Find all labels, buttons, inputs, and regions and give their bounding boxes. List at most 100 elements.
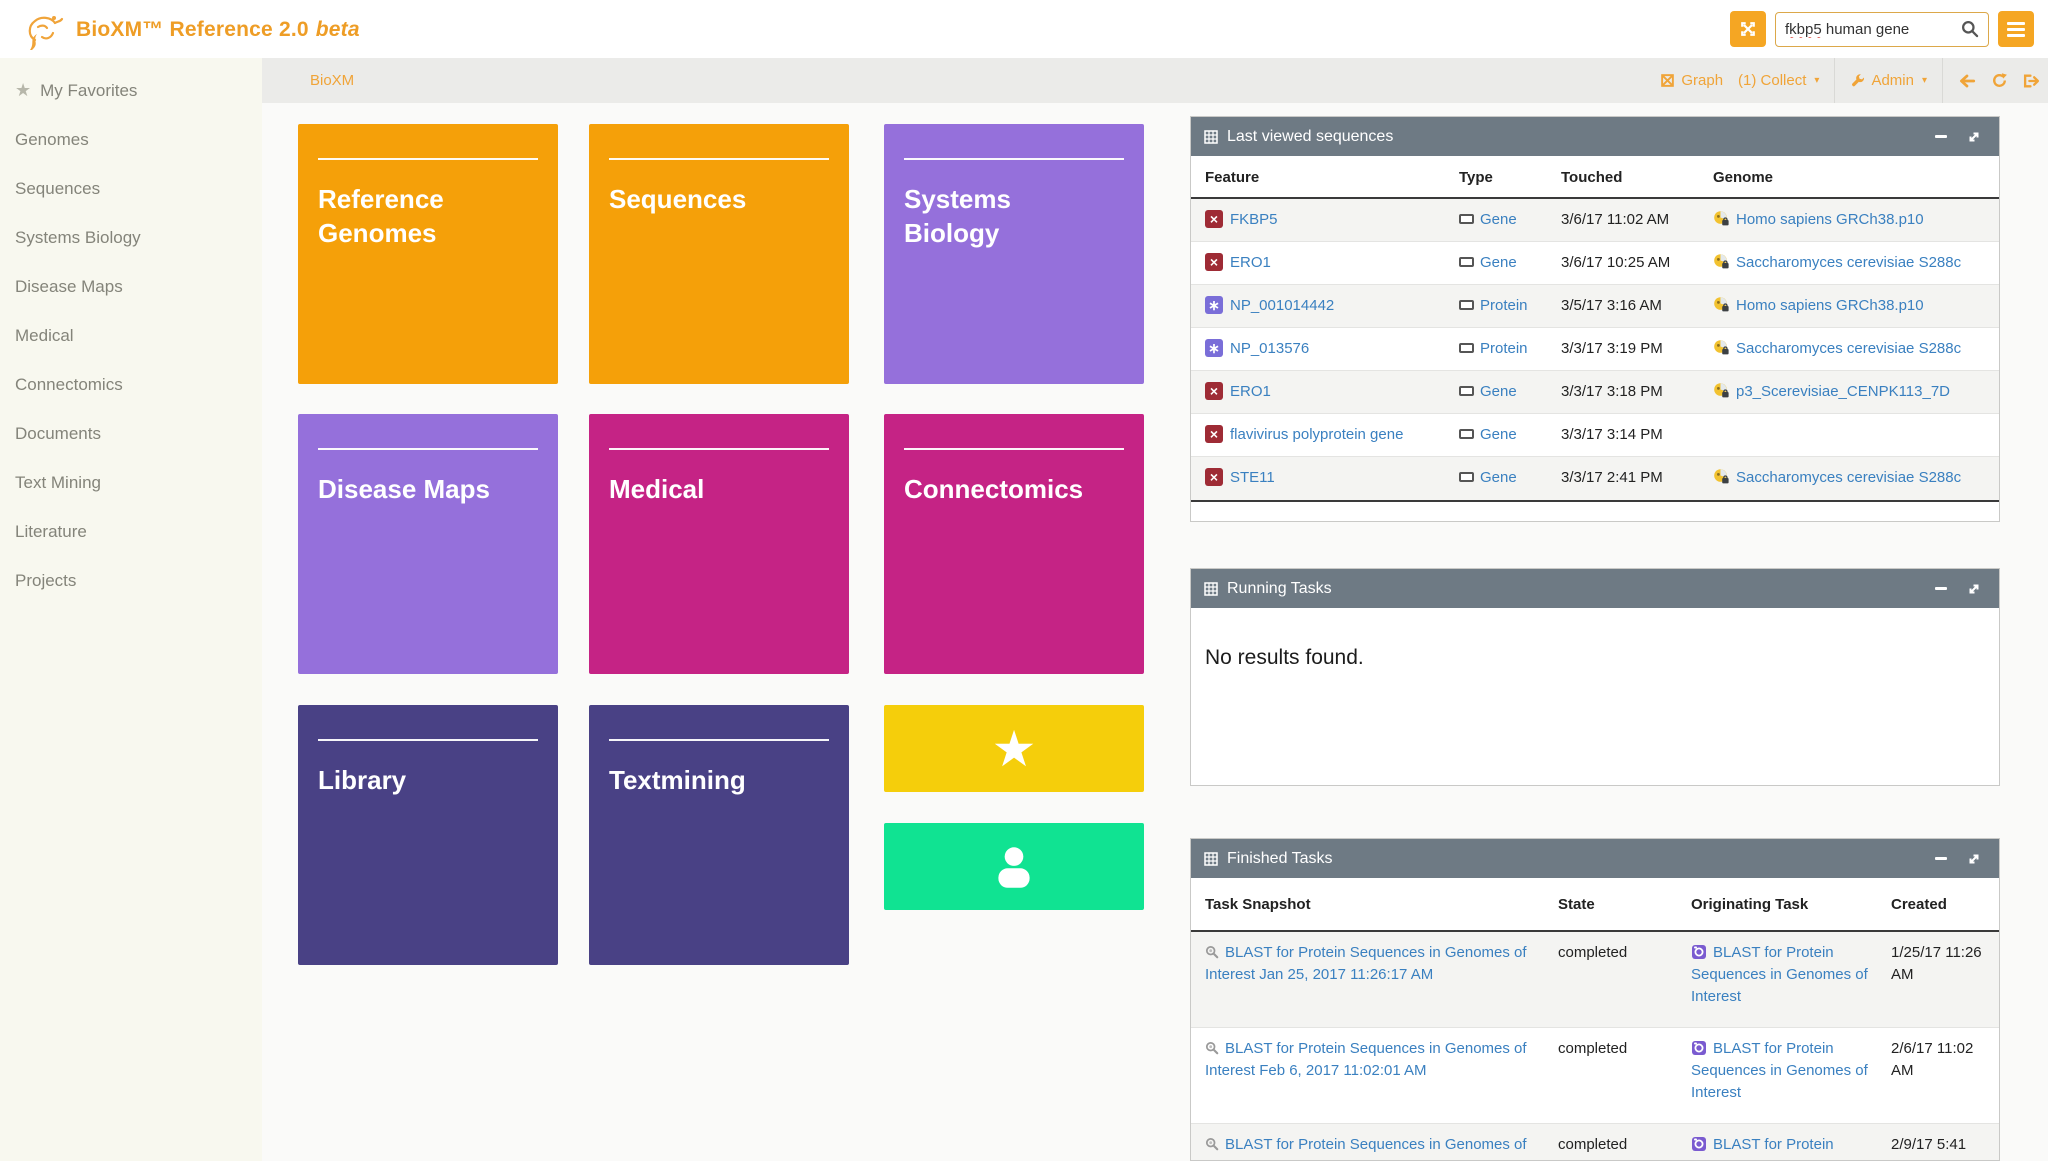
type-link[interactable]: Protein [1480,297,1528,314]
genome-link[interactable]: p3_Scerevisiae_CENPK113_7D [1736,383,1951,400]
feature-link[interactable]: NP_013576 [1230,340,1310,357]
graph-button[interactable]: Graph [1660,72,1723,89]
tile-connectomics[interactable]: Connectomics [884,414,1144,674]
task-snapshot-icon [1205,1137,1219,1150]
task-snapshot-link[interactable]: BLAST for Protein Sequences in Genomes o… [1205,1040,1527,1079]
sidebar-item-genomes[interactable]: Genomes [0,115,262,164]
minimize-button[interactable] [1929,577,1953,601]
sidebar-item-projects[interactable]: Projects [0,556,262,605]
column-header-genome[interactable]: Genome [1713,169,1774,186]
expand-panel-button[interactable] [1962,577,1986,601]
genome-link[interactable]: Homo sapiens GRCh38.p10 [1736,297,1924,314]
panel-header: Last viewed sequences [1191,117,1999,156]
genome-link[interactable]: Saccharomyces cerevisiae S288c [1736,254,1962,271]
tile-library[interactable]: Library [298,705,558,965]
sidebar-item-my-favorites[interactable]: ★ My Favorites [0,66,262,115]
column-header-origin[interactable]: Originating Task [1691,896,1809,913]
search-input[interactable]: fkbp5 human gene [1775,11,1989,47]
expand-panel-button[interactable] [1962,847,1986,871]
admin-label: Admin [1871,72,1914,89]
logout-button[interactable] [2023,73,2040,89]
expand-panel-button[interactable] [1962,125,1986,149]
panel-title: Running Tasks [1227,579,1332,597]
tile-sequences[interactable]: Sequences [589,124,849,384]
breadcrumb[interactable]: BioXM [310,72,355,89]
sidebar-item-disease-maps[interactable]: Disease Maps [0,262,262,311]
fullscreen-button[interactable] [1730,11,1766,47]
task-state: completed [1558,1136,1628,1153]
originating-task-link[interactable]: BLAST for Protein Sequences in Genomes o… [1691,944,1868,1005]
minus-icon [1935,587,1947,590]
genome-link[interactable]: Homo sapiens GRCh38.p10 [1736,211,1924,228]
tile-reference-genomes[interactable]: Reference Genomes [298,124,558,384]
tile-divider [904,448,1124,450]
collect-dropdown[interactable]: (1) Collect ▾ [1738,72,1819,89]
sidebar-item-connectomics[interactable]: Connectomics [0,360,262,409]
tile-textmining[interactable]: Textmining [589,705,849,965]
star-icon: ★ [991,720,1037,777]
sidebar-item-sequences[interactable]: Sequences [0,164,262,213]
sequence-type-icon [1459,299,1474,310]
column-header-type[interactable]: Type [1459,169,1493,186]
type-link[interactable]: Gene [1480,383,1517,400]
sidebar-item-text-mining[interactable]: Text Mining [0,458,262,507]
feature-link[interactable]: STE11 [1230,469,1275,486]
originating-task-link[interactable]: BLAST for Protein Sequences in Genomes o… [1691,1040,1868,1101]
genome-icon [1714,383,1729,398]
originating-task-icon [1692,1040,1706,1055]
type-link[interactable]: Gene [1480,211,1517,228]
tile-divider [609,739,829,741]
tile-divider [318,739,538,741]
column-header-feature[interactable]: Feature [1205,169,1260,186]
sidebar-item-documents[interactable]: Documents [0,409,262,458]
type-link[interactable]: Gene [1480,426,1517,443]
tile-divider [609,158,829,160]
task-snapshot-link[interactable]: BLAST for Protein Sequences in Genomes o… [1205,1136,1527,1160]
toolbar: Graph (1) Collect ▾ Admin ▾ [1660,58,2040,103]
person-icon [998,846,1030,888]
back-button[interactable] [1958,73,1976,89]
tile-systems-biology[interactable]: Systems Biology [884,124,1144,384]
feature-link[interactable]: FKBP5 [1230,211,1278,228]
task-created: 2/9/17 5:41 PM [1891,1136,1967,1160]
originating-task-link[interactable]: BLAST for Protein Sequences in Genomes o… [1691,1136,1868,1160]
tile-favorites-tile[interactable]: ★ [884,705,1144,792]
chevron-down-icon: ▾ [1921,75,1927,86]
genome-link[interactable]: Saccharomyces cerevisiae S288c [1736,469,1962,486]
minimize-button[interactable] [1929,125,1953,149]
tile-label: Medical [609,474,705,504]
genome-icon [1714,469,1729,484]
feature-link[interactable]: flavivirus polyprotein gene [1230,426,1404,443]
genome-link[interactable]: Saccharomyces cerevisiae S288c [1736,340,1962,357]
admin-dropdown[interactable]: Admin ▾ [1850,72,1927,89]
feature-link[interactable]: ERO1 [1230,254,1271,271]
sequence-row: × ERO1 Gene 3/3/17 3:18 PM p3_Scerevisiae_CE… [1191,371,1999,414]
feature-link[interactable]: ERO1 [1230,383,1271,400]
minimize-button[interactable] [1929,847,1953,871]
type-link[interactable]: Gene [1480,254,1517,271]
touched-value: 3/3/17 3:18 PM [1561,383,1663,400]
sequence-type-icon [1459,385,1474,396]
column-header-state[interactable]: State [1558,896,1595,913]
task-snapshot-link[interactable]: BLAST for Protein Sequences in Genomes o… [1205,944,1527,983]
column-header-snapshot[interactable]: Task Snapshot [1205,896,1311,913]
minus-icon [1935,135,1947,138]
column-header-touched[interactable]: Touched [1561,169,1623,186]
refresh-button[interactable] [1991,72,2008,89]
feature-link[interactable]: NP_001014442 [1230,297,1335,314]
tile-medical[interactable]: Medical [589,414,849,674]
tile-divider [318,448,538,450]
touched-value: 3/3/17 3:14 PM [1561,426,1663,443]
type-link[interactable]: Gene [1480,469,1517,486]
type-link[interactable]: Protein [1480,340,1528,357]
search-icon[interactable] [1961,20,1979,38]
tile-disease-maps[interactable]: Disease Maps [298,414,558,674]
sidebar-item-systems-biology[interactable]: Systems Biology [0,213,262,262]
column-header-created[interactable]: Created [1891,896,1947,913]
sidebar-item-literature[interactable]: Literature [0,507,262,556]
menu-button[interactable] [1998,11,2034,47]
tile-user-tile[interactable] [884,823,1144,910]
sidebar-item-label: Systems Biology [15,227,141,247]
table-icon [1204,129,1218,144]
sidebar-item-medical[interactable]: Medical [0,311,262,360]
